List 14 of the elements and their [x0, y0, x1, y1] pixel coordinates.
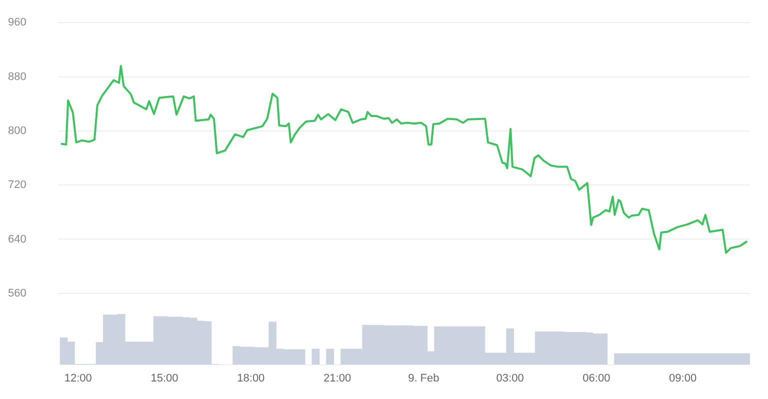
y-tick-label: 640	[8, 233, 26, 246]
x-tick-label: 9. Feb	[408, 372, 440, 384]
y-tick-label: 960	[8, 16, 26, 29]
y-tick-label: 560	[8, 287, 26, 300]
x-tick-label: 12:00	[64, 372, 92, 384]
x-tick-label: 06:00	[582, 372, 610, 384]
x-tick-label: 15:00	[150, 372, 178, 384]
x-tick-label: 09:00	[669, 372, 697, 384]
x-tick-label: 18:00	[237, 372, 265, 384]
x-tick-label: 21:00	[324, 372, 352, 384]
y-tick-label: 720	[8, 179, 26, 192]
x-tick-label: 03:00	[496, 372, 524, 384]
y-tick-label: 880	[8, 70, 26, 83]
y-tick-label: 800	[8, 124, 26, 137]
